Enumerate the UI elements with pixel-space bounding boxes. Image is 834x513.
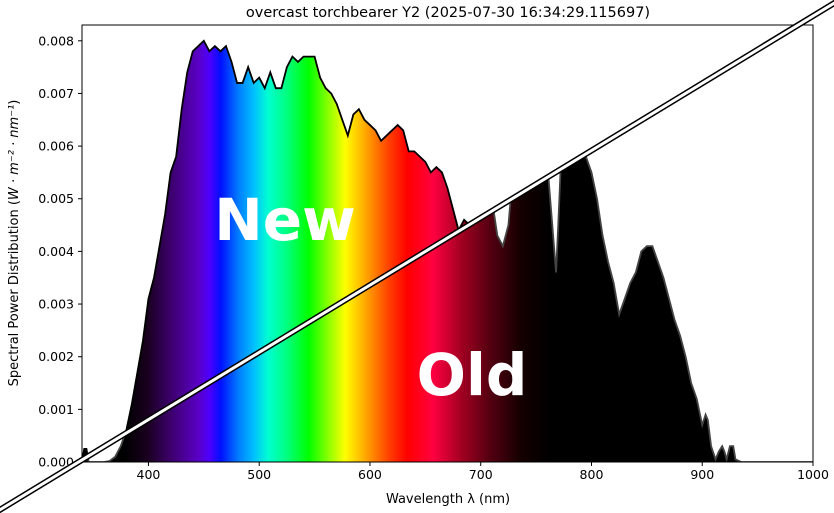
y-tick-label: 0.008 — [38, 33, 74, 48]
y-tick-label: 0.007 — [38, 86, 74, 101]
x-tick-label: 600 — [358, 467, 382, 482]
x-tick-label: 400 — [137, 467, 161, 482]
x-tick-label: 500 — [247, 467, 271, 482]
y-axis-label-main: Spectral Power Distribution ( — [7, 200, 22, 386]
y-tick-label: 0.005 — [38, 191, 74, 206]
x-axis-label: Wavelength λ (nm) — [386, 492, 510, 507]
axes-frame — [81, 24, 814, 463]
x-tick-label: 700 — [469, 467, 493, 482]
x-tick-label: 800 — [580, 467, 604, 482]
y-tick-label: 0.001 — [38, 402, 74, 417]
new-spectrum-line — [82, 39, 471, 462]
x-tick-label: 1000 — [797, 467, 829, 482]
y-tick-label: 0.002 — [38, 349, 74, 364]
old-overlay-label: Old — [417, 341, 528, 409]
y-axis-label-close: ) — [7, 100, 22, 105]
new-overlay-label: New — [214, 186, 355, 254]
y-tick-label: 0.004 — [38, 244, 74, 259]
chart-title: overcast torchbearer Y2 (2025-07-30 16:3… — [246, 5, 650, 21]
y-axis-ticks: 0.000 0.001 0.002 0.003 0.004 0.005 0.006 0.007… — [38, 33, 82, 470]
y-axis-label: Spectral Power Distribution (W · m⁻² · n… — [7, 100, 22, 387]
x-axis-ticks: 400 500 600 700 800 900 1000 — [137, 462, 829, 482]
x-tick-label: 900 — [690, 467, 714, 482]
y-tick-label: 0.000 — [38, 455, 74, 470]
y-axis-label-units: W · m⁻² · nm⁻¹ — [7, 105, 22, 200]
y-tick-label: 0.006 — [38, 139, 74, 154]
y-tick-label: 0.003 — [38, 297, 74, 312]
